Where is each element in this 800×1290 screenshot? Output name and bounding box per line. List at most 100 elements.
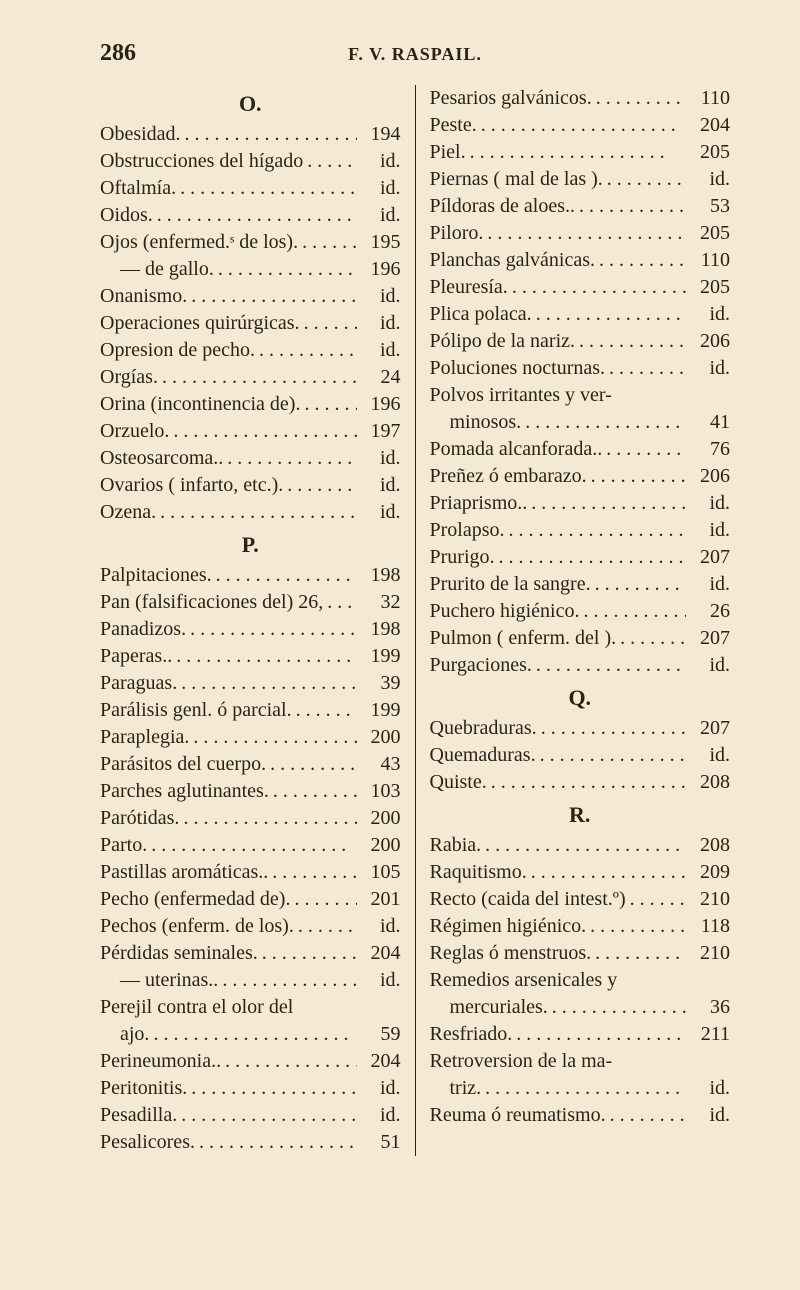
entry-page: id. [361, 310, 401, 337]
entry-term: ajo. [120, 1021, 149, 1048]
entry-term: Planchas galvánicas. [430, 247, 596, 274]
entry-page: 197 [361, 418, 401, 445]
entry-page: 204 [690, 112, 730, 139]
entry-leaders: . . . . . . . . . . . . . . . . . . . . [262, 940, 357, 967]
index-entry: Orgías. . . . . . . . . . . . . . . . . … [100, 364, 401, 391]
index-entry: Perineumonia.. . . . . . . . . . . . . .… [100, 1048, 401, 1075]
entry-term: Parto. [100, 832, 147, 859]
entry-leaders: . . . . . . . . . . . . . . . . . . . . [606, 436, 686, 463]
entry-page: id. [361, 913, 401, 940]
entry-page: 204 [361, 1048, 401, 1075]
index-entry: Oftalmía. . . . . . . . . . . . . . . . … [100, 175, 401, 202]
index-entry: Pomada alcanforada.. . . . . . . . . . .… [430, 436, 731, 463]
entry-leaders: . . . . . . . . . . . . . . . . . . . . [485, 1075, 686, 1102]
entry-page: 201 [361, 886, 401, 913]
index-entry: Perejil contra el olor del [100, 994, 401, 1021]
entry-leaders: . . . . . . . . . . . . . . . . . . . . [157, 202, 357, 229]
entry-page: 205 [690, 220, 730, 247]
entry-term: Oftalmía. [100, 175, 176, 202]
index-entry: Planchas galvánicas. . . . . . . . . . .… [430, 247, 731, 274]
entry-leaders: . . . . . . . . . . . . . . . . . . . . [151, 832, 356, 859]
entry-page: 39 [361, 670, 401, 697]
entry-leaders: . . . . . . . . . . . . . . . . . . . . [216, 562, 357, 589]
entry-term: Prolapso. [430, 517, 505, 544]
entry-term: Prurigo. [430, 544, 495, 571]
entry-page: 43 [361, 751, 401, 778]
page-header: 286 F. V. RASPAIL. [100, 40, 730, 67]
entry-page: id. [361, 1075, 401, 1102]
entry-leaders: . . . . . . . . . . . . . . . . . . . . [191, 1075, 356, 1102]
entry-page: 196 [361, 391, 401, 418]
entry-term: Ovarios ( infarto, etc.). [100, 472, 283, 499]
entry-page: 199 [361, 643, 401, 670]
entry-term: Pechos (enferm. de los). [100, 913, 294, 940]
entry-leaders: . . . . . . . . . . . . . . . . . . . . [509, 517, 687, 544]
entry-leaders: . . . . . . . . . . . . . . . . . . . . [491, 769, 686, 796]
index-entry: Plica polaca. . . . . . . . . . . . . . … [430, 301, 731, 328]
entry-term: Pesalicores. [100, 1129, 195, 1156]
entry-page: id. [361, 148, 401, 175]
entry-term: Orzuelo. [100, 418, 169, 445]
entry-leaders: . . . . . . . . . . . . . . . . . . . . [304, 391, 356, 418]
entry-leaders: . . . . . . . . . . . . . . . . . . . . [222, 967, 356, 994]
entry-term: Piel. [430, 139, 466, 166]
entry-leaders: . . . . . . . . . . . . . . . . . . . . [302, 229, 356, 256]
entry-page: 200 [361, 832, 401, 859]
entry-term: — de gallo. [120, 256, 214, 283]
entry-page: id. [361, 202, 401, 229]
entry-term: Palpitaciones. [100, 562, 212, 589]
index-entry: Pérdidas seminales. . . . . . . . . . . … [100, 940, 401, 967]
index-entry: Ozena. . . . . . . . . . . . . . . . . .… [100, 499, 401, 526]
index-entry: Piel. . . . . . . . . . . . . . . . . . … [430, 139, 731, 166]
entry-page: id. [361, 337, 401, 364]
entry-term: Operaciones quirúrgicas. [100, 310, 300, 337]
entry-term: Peritonitis. [100, 1075, 187, 1102]
entry-term: Quebraduras. [430, 715, 537, 742]
entry-page: 208 [690, 832, 730, 859]
entry-term: Piloro. [430, 220, 484, 247]
index-entry: mercuriales. . . . . . . . . . . . . . .… [430, 994, 731, 1021]
index-entry: Orzuelo. . . . . . . . . . . . . . . . .… [100, 418, 401, 445]
entry-page: id. [361, 283, 401, 310]
entry-term: Remedios arsenicales y [430, 967, 618, 994]
entry-leaders: . . . . . . . . . . . . . . . . . . . . [487, 220, 686, 247]
entry-leaders: . . . . . . . . . . . . . . . . . . . . [193, 724, 356, 751]
entry-page: 110 [690, 247, 730, 274]
entry-page: id. [690, 166, 730, 193]
entry-page: id. [690, 652, 730, 679]
index-entry: Quebraduras. . . . . . . . . . . . . . .… [430, 715, 731, 742]
index-entry: — de gallo. . . . . . . . . . . . . . . … [100, 256, 401, 283]
entry-leaders: . . . . . . . . . . . . . . . . . . . . [272, 859, 356, 886]
index-entry: Obstrucciones del hígado . . . . . . . .… [100, 148, 401, 175]
entry-term: Parches aglutinantes. [100, 778, 269, 805]
entry-term: Panadizos. [100, 616, 186, 643]
index-entry: Pulmon ( enferm. del ). . . . . . . . . … [430, 625, 731, 652]
entry-leaders: . . . . . . . . . . . . . . . . . . . . [225, 1048, 356, 1075]
entry-term: Pesadilla. [100, 1102, 177, 1129]
entry-term: Purgaciones. [430, 652, 532, 679]
entry-page: id. [361, 175, 401, 202]
entry-page: 118 [690, 913, 730, 940]
entry-page: 210 [690, 886, 730, 913]
index-entry: Prolapso. . . . . . . . . . . . . . . . … [430, 517, 731, 544]
entry-leaders: . . . . . . . . . . . . . . . . . . . . [218, 256, 357, 283]
entry-term: Priaprismo.. [430, 490, 528, 517]
entry-page: id. [361, 967, 401, 994]
index-entry: Oidos. . . . . . . . . . . . . . . . . .… [100, 202, 401, 229]
entry-leaders: . . . . . . . . . . . . . . . . . . . . [596, 85, 686, 112]
entry-page: 209 [690, 859, 730, 886]
entry-term: Pastillas aromáticas.. [100, 859, 268, 886]
entry-term: Pólipo de la nariz. [430, 328, 576, 355]
entry-term: Paperas.. [100, 643, 172, 670]
entry-term: Pecho (enfermedad de). [100, 886, 290, 913]
entry-page: id. [361, 1102, 401, 1129]
index-entry: Paraplegia. . . . . . . . . . . . . . . … [100, 724, 401, 751]
entry-page: 210 [690, 940, 730, 967]
entry-term: Régimen higiénico. [430, 913, 587, 940]
entry-leaders: . . . . . . . . . . . . . . . . . . . . [579, 328, 686, 355]
columns: O.Obesidad. . . . . . . . . . . . . . . … [100, 85, 730, 1156]
index-entry: Paraguas. . . . . . . . . . . . . . . . … [100, 670, 401, 697]
index-entry: Polvos irritantes y ver- [430, 382, 731, 409]
entry-page: id. [690, 301, 730, 328]
entry-page: 205 [690, 274, 730, 301]
